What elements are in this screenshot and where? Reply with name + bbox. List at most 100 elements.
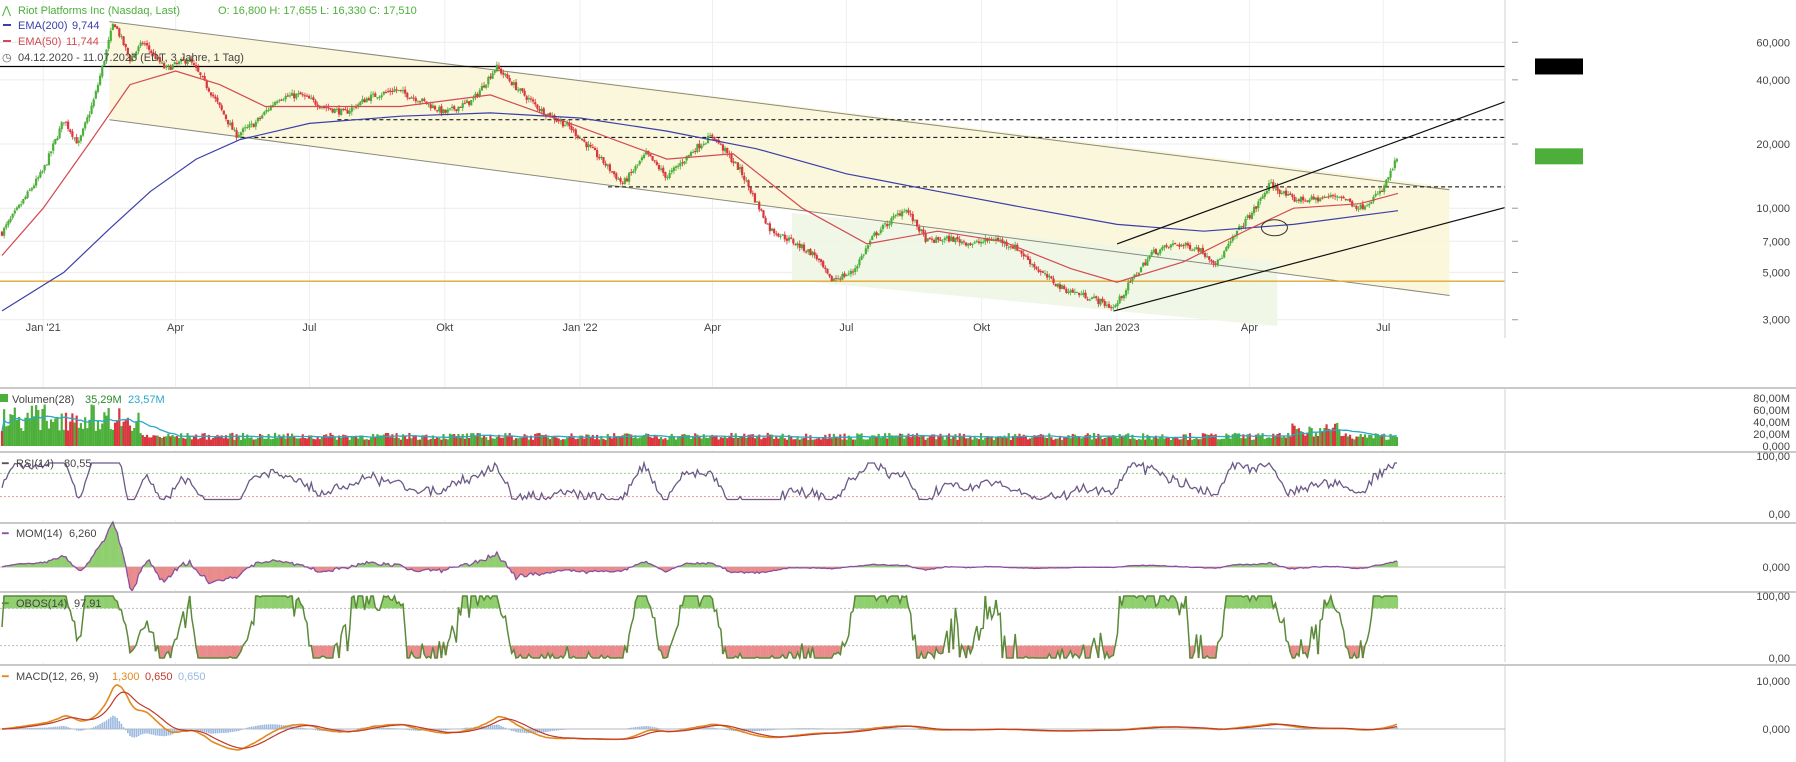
candle-body <box>470 100 473 106</box>
volume-bar <box>382 434 385 446</box>
candle-body <box>924 232 927 242</box>
volume-bar <box>758 434 761 446</box>
volume-bar <box>318 439 321 446</box>
volume-bar <box>555 437 558 446</box>
macd-value-1: 1,300 <box>112 671 140 683</box>
volume-bar <box>1026 439 1030 446</box>
volume-bar <box>1167 437 1170 446</box>
candle-body <box>92 99 95 107</box>
candle-body <box>1250 212 1254 219</box>
candle-body <box>1223 251 1226 258</box>
candle-body <box>197 67 200 72</box>
volume-bar <box>470 433 473 446</box>
candle-body <box>546 113 550 116</box>
candle-body <box>566 122 569 125</box>
candle-body <box>1263 193 1266 197</box>
volume-bar <box>709 436 712 446</box>
candle-body <box>751 193 754 195</box>
candle-body <box>1058 284 1062 289</box>
candle-body <box>333 108 336 113</box>
candle-body <box>15 207 19 210</box>
volume-bar <box>1302 432 1305 446</box>
candle-body <box>555 120 558 122</box>
volume-bar <box>557 438 560 446</box>
volume-bar <box>719 437 722 446</box>
candle-body <box>380 95 383 98</box>
candle-body <box>468 101 471 105</box>
candle-body <box>847 273 850 275</box>
volume-bar <box>553 435 556 446</box>
volume-bar <box>412 436 415 446</box>
volume-bar <box>1069 438 1072 446</box>
candle-body <box>1329 194 1332 197</box>
candle-body <box>54 138 57 144</box>
volume-bar <box>1274 435 1277 446</box>
candle-body <box>860 255 863 260</box>
candle-body <box>410 97 413 99</box>
volume-bar <box>1344 433 1347 446</box>
candle-body <box>785 238 789 241</box>
candle-body <box>1376 193 1379 195</box>
volume-bar <box>875 437 878 446</box>
candle-body <box>109 30 112 41</box>
candle-body <box>331 108 334 113</box>
candle-body <box>1302 196 1305 201</box>
volume-bar <box>726 438 729 446</box>
candle-body <box>1393 160 1396 169</box>
candle-body <box>476 93 479 97</box>
ema200-label: EMA(200) <box>18 20 68 32</box>
volume-bar <box>1065 437 1068 446</box>
candle-body <box>346 110 349 114</box>
volume-bar <box>1203 433 1207 446</box>
volume-bar <box>480 437 484 446</box>
volume-bar <box>459 437 462 446</box>
volume-bar <box>495 436 498 446</box>
candle-body <box>1331 195 1335 197</box>
volume-bar <box>1216 439 1219 446</box>
candle-body <box>299 92 302 95</box>
volume-bar <box>1267 437 1271 446</box>
volume-bar <box>263 438 266 446</box>
candle-body <box>303 95 306 97</box>
volume-bar <box>604 439 607 446</box>
volume-bar <box>233 439 236 446</box>
volume-bar <box>1182 434 1185 446</box>
candle-body <box>94 91 97 99</box>
volume-bar <box>1014 434 1017 446</box>
volume-bar <box>587 434 590 446</box>
volume-bar <box>785 439 789 446</box>
volume-bar <box>395 433 398 446</box>
volume-bar <box>320 437 324 446</box>
candle-body <box>463 102 466 104</box>
candle-body <box>811 251 814 255</box>
candle-body <box>141 42 144 44</box>
candle-body <box>1308 199 1311 203</box>
volume-bar <box>640 436 643 446</box>
volume-bar <box>254 439 257 446</box>
volume-bar <box>534 433 537 446</box>
rsi-tick-label: 100,00 <box>1756 451 1790 463</box>
candle-body <box>901 211 904 217</box>
candle-body <box>348 111 351 114</box>
volume-bar <box>406 439 409 446</box>
candle-body <box>1340 196 1343 198</box>
volume-label: Volumen(28) <box>12 394 74 406</box>
volume-bar <box>269 439 272 446</box>
volume-bar <box>1001 437 1004 446</box>
volume-bar <box>570 433 573 446</box>
candle-body <box>271 104 274 106</box>
candle-body <box>248 124 251 128</box>
volume-bar <box>950 438 953 446</box>
volume-bar <box>84 417 87 446</box>
volume-bar <box>386 433 390 446</box>
volume-bar <box>892 436 895 446</box>
volume-bar <box>738 436 742 446</box>
candle-body <box>696 144 699 152</box>
volume-bar <box>683 433 686 446</box>
volume-bar <box>463 438 466 446</box>
volume-bar <box>1193 438 1196 446</box>
volume-bar <box>1229 438 1232 446</box>
volume-bar <box>674 439 678 446</box>
candle-body <box>764 217 767 224</box>
candle-body <box>207 88 210 92</box>
